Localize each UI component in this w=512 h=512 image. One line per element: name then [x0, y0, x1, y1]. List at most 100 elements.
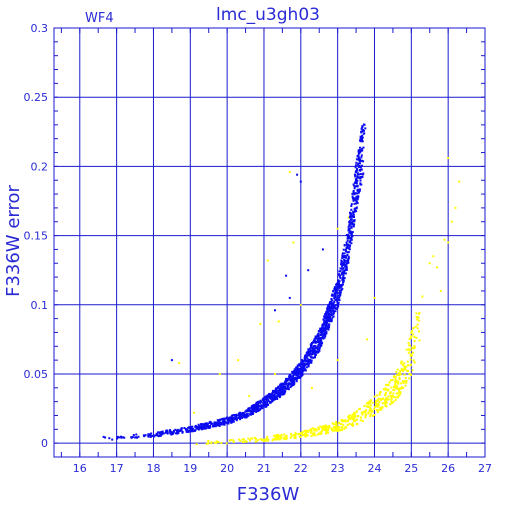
blue-data-point	[180, 427, 183, 430]
blue-data-point	[268, 392, 271, 395]
blue-data-point	[315, 353, 317, 356]
blue-outlier-point	[321, 248, 324, 251]
blue-data-point	[185, 430, 188, 433]
yellow-outlier-point	[443, 238, 446, 241]
blue-data-point	[361, 126, 364, 129]
y-tick-label: 0.25	[24, 91, 49, 104]
blue-data-point	[282, 393, 285, 396]
yellow-data-point	[377, 402, 380, 405]
yellow-data-point	[323, 428, 326, 431]
blue-data-point	[363, 129, 365, 132]
yellow-data-point	[344, 425, 347, 428]
yellow-data-point	[405, 365, 408, 368]
blue-data-point	[208, 422, 211, 425]
blue-data-point	[352, 183, 355, 186]
blue-data-point	[311, 342, 314, 345]
yellow-data-point	[401, 364, 404, 367]
yellow-data-point	[388, 381, 391, 384]
yellow-data-point	[328, 424, 331, 427]
blue-data-point	[281, 391, 283, 394]
blue-data-point	[359, 140, 362, 143]
yellow-data-point	[385, 388, 388, 391]
blue-data-point	[347, 229, 350, 232]
blue-data-point	[252, 404, 255, 406]
blue-data-point	[357, 191, 360, 194]
blue-data-point	[303, 362, 306, 365]
yellow-outlier-point	[237, 359, 240, 362]
yellow-data-point	[331, 422, 334, 425]
yellow-data-point	[292, 434, 295, 437]
yellow-data-point	[273, 434, 276, 437]
blue-data-point	[359, 146, 361, 149]
yellow-data-point	[229, 439, 232, 441]
blue-data-point	[250, 405, 253, 408]
blue-data-point	[333, 300, 336, 303]
blue-data-point	[203, 427, 206, 430]
blue-data-point	[234, 414, 237, 417]
yellow-data-point	[333, 427, 336, 430]
blue-data-point	[309, 355, 312, 358]
blue-data-point	[325, 325, 328, 328]
blue-data-point	[247, 414, 250, 417]
blue-data-point	[241, 414, 244, 417]
yellow-data-point	[412, 351, 414, 354]
blue-data-point	[350, 238, 353, 241]
yellow-data-point	[394, 387, 397, 390]
yellow-data-point	[312, 432, 314, 435]
blue-data-point	[213, 425, 216, 428]
yellow-data-point	[385, 405, 388, 408]
yellow-data-point	[411, 346, 414, 349]
blue-data-point	[279, 388, 281, 391]
blue-data-point	[298, 375, 301, 378]
blue-data-point	[323, 319, 326, 322]
blue-data-point	[334, 304, 337, 307]
blue-data-point	[348, 237, 351, 240]
blue-data-point	[271, 398, 274, 401]
yellow-data-point	[294, 433, 297, 436]
yellow-data-point	[409, 354, 412, 357]
blue-data-point	[352, 199, 355, 202]
blue-data-point	[292, 374, 295, 376]
yellow-data-point	[394, 378, 397, 380]
blue-data-point	[351, 231, 354, 234]
yellow-data-point	[272, 438, 275, 441]
yellow-data-point	[244, 440, 247, 443]
blue-data-point	[275, 387, 278, 390]
yellow-data-point	[368, 409, 371, 412]
blue-data-point	[310, 359, 313, 362]
yellow-data-point	[411, 330, 413, 333]
yellow-data-point	[357, 415, 360, 418]
blue-data-point	[321, 328, 324, 330]
blue-data-point	[312, 356, 315, 359]
blue-data-point	[356, 173, 359, 176]
blue-data-point	[351, 192, 354, 195]
yellow-data-point	[403, 373, 406, 376]
blue-data-point	[359, 149, 361, 152]
blue-data-point	[350, 203, 353, 206]
blue-data-point	[218, 418, 221, 421]
blue-data-point	[334, 290, 337, 293]
blue-data-point	[361, 134, 364, 137]
yellow-data-point	[205, 442, 208, 445]
yellow-data-point	[312, 427, 315, 430]
blue-data-point	[258, 409, 261, 411]
yellow-data-point	[376, 405, 379, 408]
yellow-outlier-point	[274, 373, 276, 375]
yellow-data-point	[409, 373, 412, 376]
x-axis-label: F336W	[237, 484, 300, 505]
blue-data-point	[340, 261, 343, 264]
yellow-data-point	[365, 402, 368, 405]
blue-data-point	[239, 416, 242, 419]
blue-data-point	[349, 227, 351, 230]
blue-data-point	[345, 241, 348, 244]
data-points	[102, 123, 461, 446]
yellow-outlier-point	[336, 359, 339, 362]
blue-data-point	[348, 245, 351, 248]
blue-data-point	[202, 427, 205, 430]
yellow-data-point	[410, 331, 413, 334]
blue-data-point	[354, 175, 357, 178]
blue-data-point	[264, 396, 267, 399]
yellow-data-point	[283, 437, 286, 440]
yellow-outlier-point	[373, 296, 376, 299]
blue-data-point	[220, 418, 223, 421]
